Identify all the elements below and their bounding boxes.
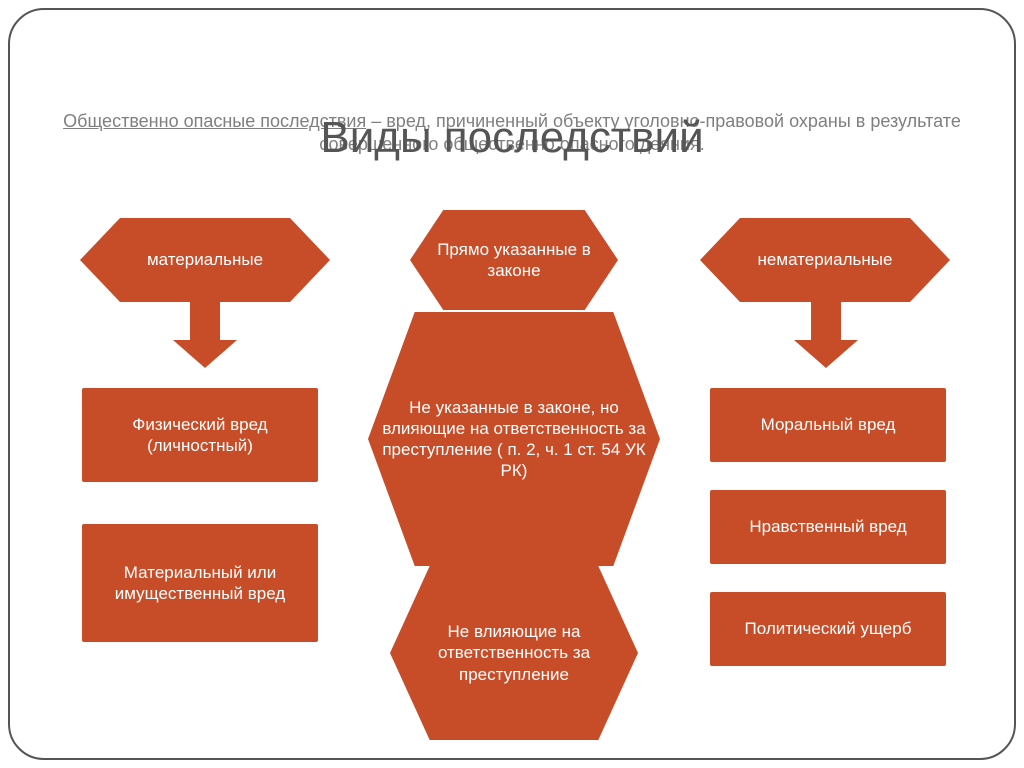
- node-not-affecting: Не влияющие на ответственность за престу…: [390, 566, 638, 740]
- arrow-stem: [811, 300, 841, 340]
- diagram-title: Виды последствий: [0, 114, 1024, 162]
- node-immaterial: нематериальные: [700, 218, 950, 302]
- node-political-damage: Политический ущерб: [710, 592, 946, 666]
- node-direct-law: Прямо указанные в законе: [410, 210, 618, 310]
- node-material: материальные: [80, 218, 330, 302]
- node-moral-harm: Моральный вред: [710, 388, 946, 462]
- node-physical-harm: Физический вред (личностный): [82, 388, 318, 482]
- arrow-head-icon: [794, 340, 858, 368]
- node-not-in-law-affecting: Не указанные в законе, но влияющие на от…: [368, 312, 660, 566]
- arrow-stem: [190, 300, 220, 340]
- node-ethical-harm: Нравственный вред: [710, 490, 946, 564]
- arrow-head-icon: [173, 340, 237, 368]
- node-material-harm: Материальный или имущественный вред: [82, 524, 318, 642]
